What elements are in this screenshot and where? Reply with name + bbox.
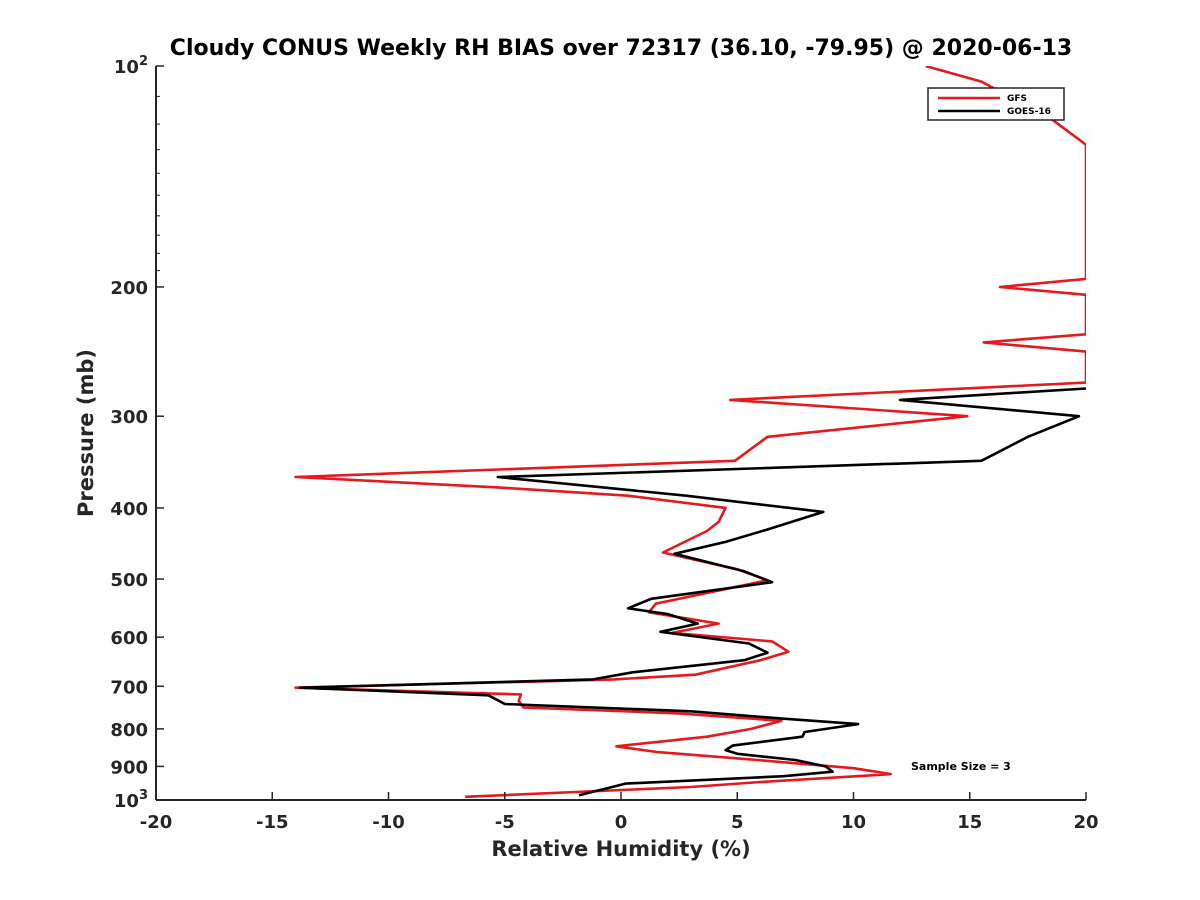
y-tick-label: 800 — [110, 720, 148, 741]
y-tick-label: 900 — [110, 757, 148, 778]
x-ticks: -20 -15 -10 -5 0 5 10 15 20 — [140, 792, 1099, 833]
y-tick-label: 200 — [110, 278, 148, 299]
x-tick-label: -5 — [495, 812, 515, 833]
x-tick-label: -10 — [372, 812, 405, 833]
x-tick-label: 15 — [957, 812, 982, 833]
x-tick-label: 0 — [615, 812, 628, 833]
legend-label-goes-16: GOES-16 — [1007, 107, 1051, 117]
y-tick-label: 400 — [110, 499, 148, 520]
y-tick-label: 700 — [110, 677, 148, 698]
chart-title: Cloudy CONUS Weekly RH BIAS over 72317 (… — [170, 36, 1072, 61]
x-tick-label: -20 — [140, 812, 173, 833]
y-ticks: 102 200 300 400 500 600 700 800 900 103 — [110, 54, 164, 812]
sample-size-annotation: Sample Size = 3 — [911, 760, 1011, 773]
series-layer — [294, 66, 1086, 799]
legend-box — [927, 87, 1065, 121]
series-line-goes-16 — [298, 387, 1086, 797]
y-tick-label: 600 — [110, 628, 148, 649]
legend-label-gfs: GFS — [1007, 94, 1027, 104]
x-tick-label: 5 — [731, 812, 744, 833]
y-tick-label: 300 — [110, 407, 148, 428]
y-tick-label: 103 — [114, 788, 148, 812]
y-tick-label: 102 — [114, 54, 148, 78]
x-tick-label: 20 — [1073, 812, 1098, 833]
legend: GFS GOES-16 — [927, 87, 1065, 121]
x-tick-label: -15 — [256, 812, 289, 833]
y-tick-label: 500 — [110, 570, 148, 591]
series-line-gfs — [294, 66, 1086, 799]
y-axis-label: Pressure (mb) — [74, 349, 98, 517]
x-axis-label: Relative Humidity (%) — [491, 837, 750, 861]
x-tick-label: 10 — [841, 812, 866, 833]
axes-layer — [155, 66, 1086, 801]
